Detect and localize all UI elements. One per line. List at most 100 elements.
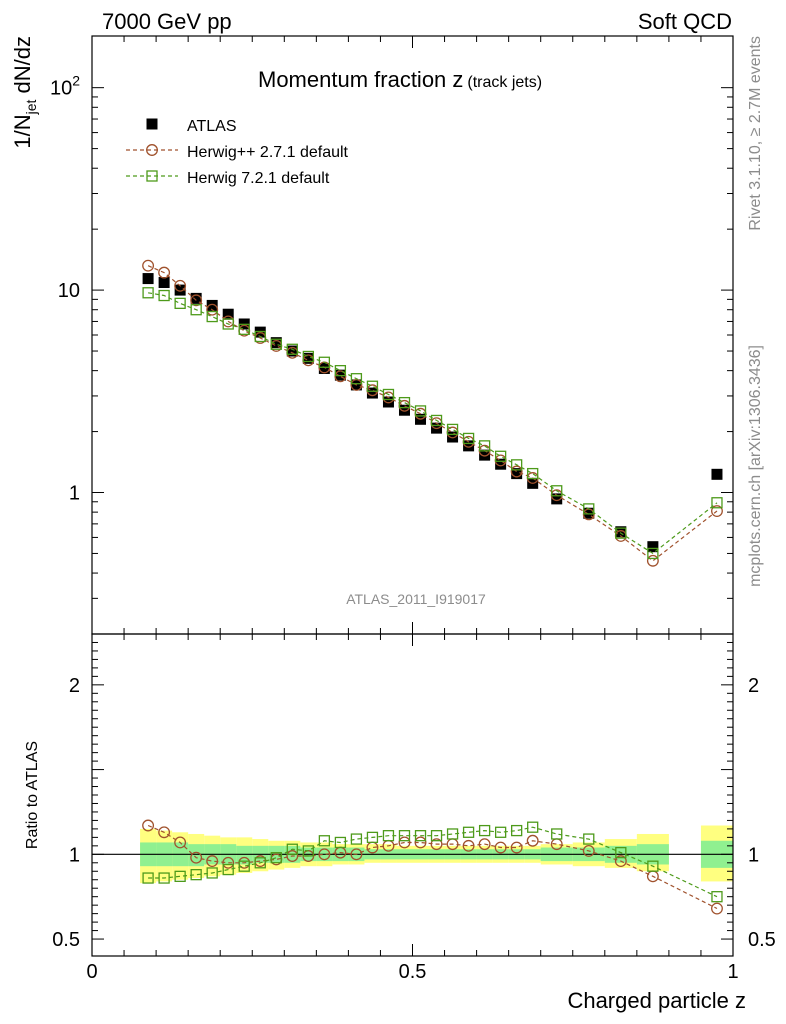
data-point-herwig7	[366, 380, 379, 392]
ratio-point-herwig7	[254, 857, 266, 869]
ratio-point-herwig7	[158, 872, 170, 884]
analysis-watermark: ATLAS_2011_I919017	[346, 591, 486, 607]
ratio-point-herwig7	[318, 835, 331, 847]
ratio-point-herwig7	[511, 824, 523, 837]
data-point-herwigpp	[206, 303, 219, 316]
data-point-herwig7	[190, 304, 202, 316]
main-axis-ticks: 1 10 102	[50, 36, 734, 635]
x-tick-label: 1	[727, 961, 738, 983]
data-point-herwig7	[398, 396, 411, 409]
data-point-herwigpp	[711, 505, 723, 517]
data-point-herwig7	[511, 459, 523, 471]
ratio-point-herwig7	[382, 830, 395, 842]
data-point-herwig7	[174, 297, 186, 310]
data-point-atlas	[551, 493, 563, 505]
data-point-herwigpp	[190, 294, 203, 307]
ratio-point-herwigpp	[526, 834, 539, 847]
ratio-axis-ticks: 0.5 0.5 1 1 2 2 0 0.5 1	[52, 634, 776, 983]
ratio-point-herwigpp	[206, 855, 219, 868]
x-tick-label: 0	[86, 961, 97, 983]
ratio-y-tick-label-left: 0.5	[52, 929, 80, 951]
y-tick-label: 10	[58, 280, 80, 302]
ratio-point-herwigpp	[318, 848, 331, 861]
data-point-herwig7	[318, 356, 331, 368]
ratio-point-herwigpp	[286, 850, 299, 862]
header-process-label: Soft QCD	[638, 9, 732, 34]
ratio-point-herwig7	[551, 828, 563, 840]
data-point-atlas	[447, 431, 459, 443]
ratio-y-tick-label-left: 2	[69, 675, 80, 697]
data-point-atlas	[206, 299, 218, 311]
ratio-point-herwigpp	[142, 819, 155, 832]
data-point-herwig7	[615, 527, 627, 539]
data-point-atlas	[158, 277, 170, 289]
legend-label-atlas: ATLAS	[187, 118, 237, 135]
legend-label-herwig7: Herwig 7.2.1 default	[187, 170, 330, 187]
ratio-point-herwig7	[647, 860, 659, 872]
data-point-herwig7	[238, 323, 250, 335]
data-point-herwig7	[254, 330, 266, 343]
data-point-herwig7	[382, 388, 395, 401]
data-point-herwig7	[222, 318, 234, 330]
ratio-point-herwig7	[286, 843, 298, 855]
legend: ATLAS Herwig++ 2.7.1 default Herwig 7.2.…	[126, 118, 349, 187]
ratio-point-herwig7	[350, 833, 363, 845]
data-point-atlas	[222, 308, 234, 320]
data-point-atlas	[615, 526, 627, 538]
data-point-herwig7	[414, 405, 427, 417]
ratio-point-herwig7	[414, 830, 427, 842]
ratio-line-herwig7	[148, 826, 718, 898]
ratio-point-herwig7	[615, 846, 627, 859]
data-point-herwig7	[158, 289, 170, 302]
ratio-y-tick-label-left: 1	[69, 844, 80, 866]
ratio-point-herwigpp	[430, 838, 443, 851]
data-point-herwig7	[206, 310, 218, 323]
rivet-version-label: Rivet 3.1.10, ≥ 2.7M events	[747, 36, 764, 231]
x-tick-label: 0.5	[399, 961, 427, 983]
ratio-point-herwig7	[270, 852, 282, 864]
data-point-atlas	[511, 468, 523, 480]
ratio-point-herwig7	[430, 830, 443, 842]
mcplots-label: mcplots.cern.ch [arXiv:1306.3436]	[747, 345, 764, 587]
ratio-point-herwigpp	[478, 838, 491, 851]
data-point-herwig7	[494, 450, 507, 462]
data-point-herwig7	[446, 423, 459, 436]
ratio-plot-marks	[92, 819, 733, 915]
data-point-herwig7	[478, 440, 491, 452]
data-point-herwigpp	[510, 465, 523, 478]
ratio-y-axis-label: Ratio to ATLAS	[24, 741, 41, 849]
data-point-herwig7	[302, 350, 314, 363]
y-tick-label: 102	[50, 73, 80, 100]
ratio-point-herwig7	[527, 821, 539, 833]
header-energy-label: 7000 GeV pp	[102, 9, 232, 34]
main-title: Momentum fraction z (track jets)	[258, 67, 542, 92]
ratio-point-herwig7	[174, 870, 186, 882]
legend-marker-herwig7	[146, 170, 158, 182]
main-plot-marks	[142, 259, 723, 567]
data-point-atlas	[174, 284, 186, 296]
data-point-atlas	[479, 449, 491, 461]
data-point-atlas	[366, 387, 378, 399]
ratio-point-herwig7	[302, 845, 314, 857]
main-panel: 1 10 102 Momentum fraction z (track jets) 1…	[10, 35, 734, 635]
data-point-herwig7	[334, 364, 347, 377]
ratio-point-herwig7	[238, 860, 250, 872]
ratio-point-herwig7	[366, 831, 379, 844]
ratio-point-herwig7	[446, 828, 459, 840]
x-axis-label: Charged particle z	[567, 988, 746, 1013]
ratio-point-herwig7	[583, 833, 595, 845]
data-point-atlas	[318, 362, 330, 374]
ratio-point-herwigpp	[398, 836, 411, 849]
data-point-herwig7	[270, 338, 282, 350]
data-point-atlas	[711, 468, 723, 480]
data-point-atlas	[398, 404, 410, 416]
data-point-herwigpp	[174, 279, 187, 292]
ratio-point-herwigpp	[510, 841, 523, 854]
ratio-point-herwigpp	[462, 839, 475, 852]
data-point-herwig7	[711, 497, 723, 509]
data-point-herwigpp	[334, 370, 347, 383]
ratio-point-herwig7	[334, 836, 347, 849]
data-point-atlas	[463, 440, 475, 452]
data-point-herwig7	[527, 467, 539, 480]
